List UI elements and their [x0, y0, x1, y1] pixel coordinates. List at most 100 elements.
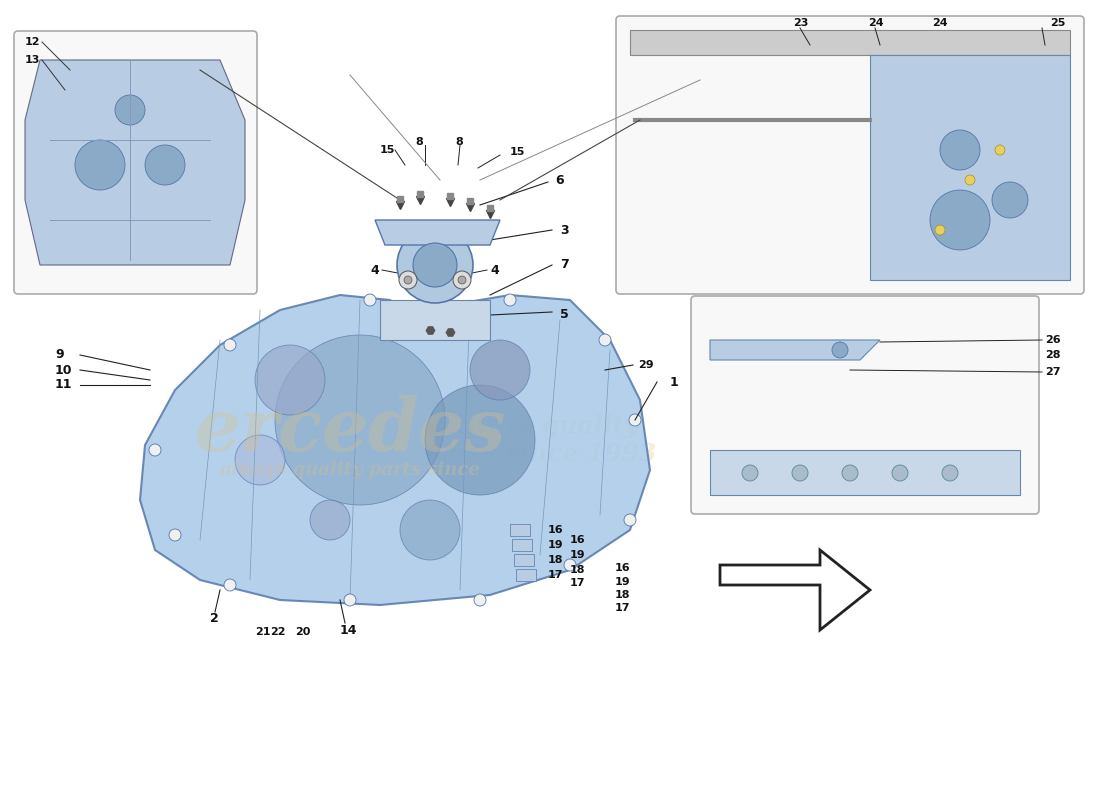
- Circle shape: [600, 334, 610, 346]
- Text: 26: 26: [1045, 335, 1060, 345]
- Text: 17: 17: [570, 578, 585, 588]
- Circle shape: [224, 579, 236, 591]
- Circle shape: [275, 335, 446, 505]
- Circle shape: [742, 465, 758, 481]
- Polygon shape: [720, 550, 870, 630]
- Text: 1: 1: [670, 375, 679, 389]
- Circle shape: [992, 182, 1028, 218]
- Polygon shape: [510, 524, 530, 536]
- FancyBboxPatch shape: [691, 296, 1040, 514]
- Text: always quality parts since: always quality parts since: [220, 461, 480, 479]
- Circle shape: [364, 294, 376, 306]
- Text: 15: 15: [379, 145, 395, 155]
- Circle shape: [116, 95, 145, 125]
- Polygon shape: [512, 539, 532, 551]
- Text: 8: 8: [415, 137, 422, 147]
- Circle shape: [224, 339, 236, 351]
- Circle shape: [470, 340, 530, 400]
- Circle shape: [935, 225, 945, 235]
- Text: 15: 15: [510, 147, 526, 157]
- Polygon shape: [630, 30, 1070, 55]
- Text: 29: 29: [638, 360, 653, 370]
- Circle shape: [842, 465, 858, 481]
- Circle shape: [148, 444, 161, 456]
- Polygon shape: [710, 450, 1020, 495]
- Circle shape: [255, 345, 324, 415]
- Circle shape: [942, 465, 958, 481]
- Text: 22: 22: [270, 627, 286, 637]
- Text: 18: 18: [548, 555, 563, 565]
- Text: 13: 13: [25, 55, 41, 65]
- Circle shape: [310, 500, 350, 540]
- Text: 16: 16: [548, 525, 563, 535]
- Text: 4: 4: [490, 263, 498, 277]
- Text: 18: 18: [570, 565, 585, 575]
- Circle shape: [629, 414, 641, 426]
- Text: 4: 4: [370, 263, 378, 277]
- Circle shape: [412, 243, 456, 287]
- Text: 25: 25: [1050, 18, 1066, 28]
- Circle shape: [504, 294, 516, 306]
- Text: 19: 19: [570, 550, 585, 560]
- Circle shape: [235, 435, 285, 485]
- Circle shape: [930, 190, 990, 250]
- Polygon shape: [516, 569, 536, 581]
- Polygon shape: [710, 340, 880, 360]
- Circle shape: [474, 594, 486, 606]
- Text: 20: 20: [295, 627, 310, 637]
- Text: 6: 6: [556, 174, 563, 186]
- Text: 21: 21: [255, 627, 271, 637]
- Circle shape: [145, 145, 185, 185]
- Text: 8: 8: [455, 137, 463, 147]
- Circle shape: [397, 227, 473, 303]
- Text: 9: 9: [55, 349, 64, 362]
- Text: 12: 12: [25, 37, 41, 47]
- Text: 28: 28: [1045, 350, 1060, 360]
- Circle shape: [624, 514, 636, 526]
- Circle shape: [792, 465, 808, 481]
- Text: 23: 23: [793, 18, 808, 28]
- Polygon shape: [870, 55, 1070, 280]
- Text: 19: 19: [548, 540, 563, 550]
- Text: 17: 17: [548, 570, 563, 580]
- Text: 18: 18: [615, 590, 630, 600]
- Text: ercedes: ercedes: [195, 394, 506, 466]
- Circle shape: [458, 276, 466, 284]
- Circle shape: [892, 465, 907, 481]
- Circle shape: [344, 594, 356, 606]
- Circle shape: [564, 559, 576, 571]
- Text: always quality
parts since 1993: always quality parts since 1993: [424, 414, 657, 466]
- FancyBboxPatch shape: [14, 31, 257, 294]
- Text: 19: 19: [615, 577, 630, 587]
- Text: 24: 24: [932, 18, 947, 28]
- Text: 7: 7: [560, 258, 569, 271]
- Text: 3: 3: [560, 223, 569, 237]
- Text: 16: 16: [615, 563, 630, 573]
- Circle shape: [169, 529, 182, 541]
- Text: 14: 14: [340, 623, 358, 637]
- Circle shape: [965, 175, 975, 185]
- Text: 24: 24: [868, 18, 883, 28]
- Circle shape: [453, 271, 471, 289]
- Text: 11: 11: [55, 378, 73, 391]
- Circle shape: [75, 140, 125, 190]
- Text: 5: 5: [560, 309, 569, 322]
- Text: 10: 10: [55, 363, 73, 377]
- Circle shape: [399, 271, 417, 289]
- Polygon shape: [375, 220, 500, 245]
- Text: 27: 27: [1045, 367, 1060, 377]
- Polygon shape: [514, 554, 534, 566]
- Circle shape: [425, 385, 535, 495]
- Polygon shape: [140, 295, 650, 605]
- Circle shape: [832, 342, 848, 358]
- Circle shape: [404, 276, 412, 284]
- Circle shape: [400, 500, 460, 560]
- Polygon shape: [379, 300, 490, 340]
- Text: 16: 16: [570, 535, 585, 545]
- Circle shape: [940, 130, 980, 170]
- FancyBboxPatch shape: [616, 16, 1084, 294]
- Text: 17: 17: [615, 603, 630, 613]
- Circle shape: [996, 145, 1005, 155]
- Polygon shape: [25, 60, 245, 265]
- Text: 2: 2: [210, 611, 219, 625]
